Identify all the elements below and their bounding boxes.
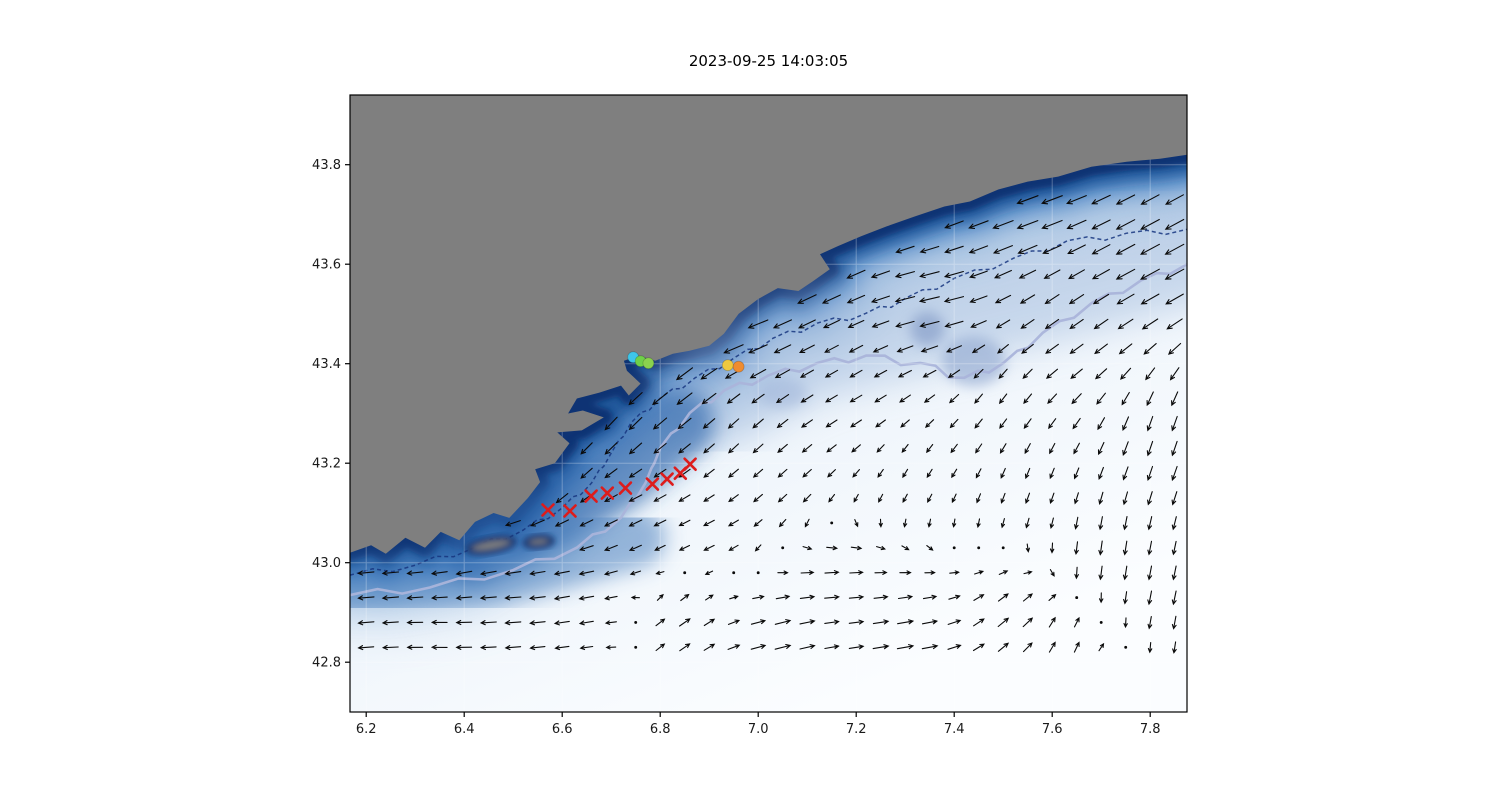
y-tick-label: 43.0 [312, 556, 341, 571]
y-tick-label: 42.8 [312, 656, 341, 671]
x-tick-label: 7.0 [748, 722, 769, 737]
x-tick-label: 7.8 [1140, 722, 1161, 737]
x-axis: 6.2 6.4 6.6 6.8 7.0 7.2 7.4 7.6 7.8 [356, 712, 1161, 737]
x-tick-label: 6.2 [356, 722, 377, 737]
release-dots [627, 351, 745, 373]
x-tick-label: 6.8 [650, 722, 671, 737]
y-tick-label: 43.4 [312, 357, 341, 372]
contour-deep [350, 228, 1187, 576]
x-tick-label: 6.6 [552, 722, 573, 737]
contour-shelf [350, 263, 1187, 597]
depth-contours [350, 228, 1187, 597]
land-mass [350, 95, 1187, 554]
axes-frame [349, 94, 1188, 713]
y-tick-label: 43.6 [312, 258, 341, 273]
islands [464, 533, 556, 556]
x-tick-label: 6.4 [454, 722, 475, 737]
map-content [350, 95, 1187, 712]
quiver-field [357, 194, 1185, 654]
x-tick-label: 7.6 [1042, 722, 1063, 737]
y-tick-label: 43.2 [312, 457, 341, 472]
y-tick-label: 43.8 [312, 158, 341, 173]
plot-title: 2023-09-25 14:03:05 [688, 52, 849, 70]
x-tick-label: 7.2 [846, 722, 867, 737]
x-tick-label: 7.4 [944, 722, 965, 737]
y-axis: 42.8 43.0 43.2 43.4 43.6 43.8 [312, 158, 350, 671]
trajectory-x-markers [541, 457, 697, 518]
